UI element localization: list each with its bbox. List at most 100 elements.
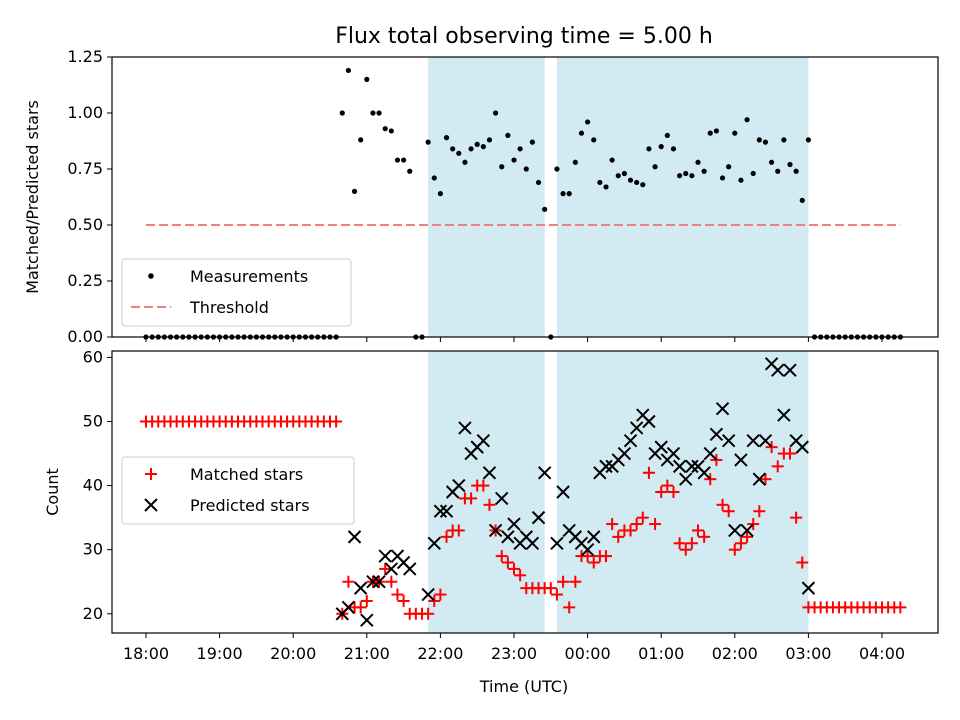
matched-star-point [612,530,625,543]
measurement-point [615,173,621,179]
predicted-star-point [709,427,724,442]
legend-matched-marker [145,468,157,480]
measurement-point [744,117,750,123]
matched-star-point [728,543,741,556]
predicted-star-point [360,613,374,627]
bottom-xtick-label: 23:00 [491,644,537,663]
bottom-xtick-label: 20:00 [270,644,316,663]
predicted-star-point [801,581,816,595]
measurement-point [560,191,566,197]
predicted-star-point [771,363,785,377]
predicted-star-point [758,434,773,448]
top-ytick-label: 1.00 [67,103,103,122]
measurement-point [523,166,529,172]
measurement-point [450,146,456,152]
predicted-star-point [679,472,693,486]
measurement-point [627,177,634,183]
predicted-star-point [629,421,644,435]
measurement-point [689,173,695,179]
measurement-point [443,135,450,141]
matched-star-point [501,556,514,569]
measurement-point [658,144,664,150]
predicted-star-point [525,536,540,550]
measurement-point [769,159,775,165]
matched-star-point [434,588,447,601]
matched-star-point [385,575,398,588]
matched-star-point [698,530,711,543]
matched-star-point [716,498,729,511]
measurement-point [762,139,769,145]
measurement-point [597,179,603,186]
measurement-point [425,139,431,145]
matched-star-point [397,594,410,607]
bottom-ytick-label: 60 [83,347,103,366]
bottom-ytick-label: 30 [83,540,103,559]
top-shaded-span [428,57,545,337]
measurement-point [431,175,437,181]
matched-star-point [649,518,662,531]
matched-star-point [685,537,698,550]
predicted-star-point [341,600,356,615]
measurement-point [542,206,548,212]
matched-star-point [771,460,784,473]
measurement-point [376,110,382,116]
matched-star-point [679,543,692,556]
predicted-star-point [495,491,509,506]
measurement-point [407,168,413,174]
legend-measurements-marker [148,273,154,279]
predicted-star-point [795,440,809,454]
predicted-star-point [439,504,454,518]
measurement-point [493,110,499,116]
matched-star-point [569,575,582,588]
predicted-star-point [550,536,564,550]
matched-star-point [747,518,760,531]
bottom-ytick-label: 40 [83,476,103,495]
bottom-axis-ticks: 20 30 40 50 60 18:00 19:00 20:00 21:00 22:00 23:00… [83,347,905,663]
measurement-point [456,150,462,156]
bottom-xtick-label: 00:00 [565,644,611,663]
predicted-star-point [433,504,448,518]
measurement-point [364,76,370,82]
matched-star-point [734,537,747,550]
measurement-point [787,161,793,168]
measurement-point [634,179,640,186]
bottom-xtick-label: 02:00 [712,644,758,663]
predicted-star-point [685,459,699,474]
predicted-star-point [378,549,392,563]
matched-star-point [544,582,557,595]
measurement-point [775,168,781,174]
measurement-point [695,159,701,165]
predicted-star-point [476,434,491,448]
measurement-point [713,128,720,134]
measurement-point [781,137,787,143]
predicted-star-point [366,575,380,589]
top-ytick-label: 1.25 [67,47,103,66]
matched-star-point [563,601,576,614]
predicted-star-point [721,434,736,448]
predicted-star-point [427,536,441,550]
measurement-point [499,164,505,170]
bottom-panel: 20 30 40 50 60 18:00 19:00 20:00 21:00 22:00 23:00… [43,347,939,696]
measurement-point [732,130,738,136]
matched-star-point [636,511,649,524]
bottom-xtick-label: 01:00 [638,644,684,663]
matched-star-point [422,607,435,620]
matched-star-point [741,530,754,543]
matched-star-point [514,569,527,582]
legend-matched-label: Matched stars [190,465,303,484]
chart-title: Flux total observing time = 5.00 h [335,24,713,49]
bottom-ytick-label: 50 [83,412,103,431]
bottom-xtick-label: 22:00 [417,644,463,663]
measurement-point [646,146,652,152]
measurement-point [707,130,713,136]
matched-star-point [557,575,570,588]
matched-star-point [465,492,478,505]
top-ytick-label: 0.75 [67,159,103,178]
matched-star-point [692,524,704,537]
predicted-star-point [734,453,748,467]
measurement-point [621,170,628,177]
top-axis-ticks: 0.00 0.25 0.50 0.75 1.00 1.25 [67,47,883,346]
matched-star-point [759,473,772,486]
bottom-plot-frame [111,350,939,634]
